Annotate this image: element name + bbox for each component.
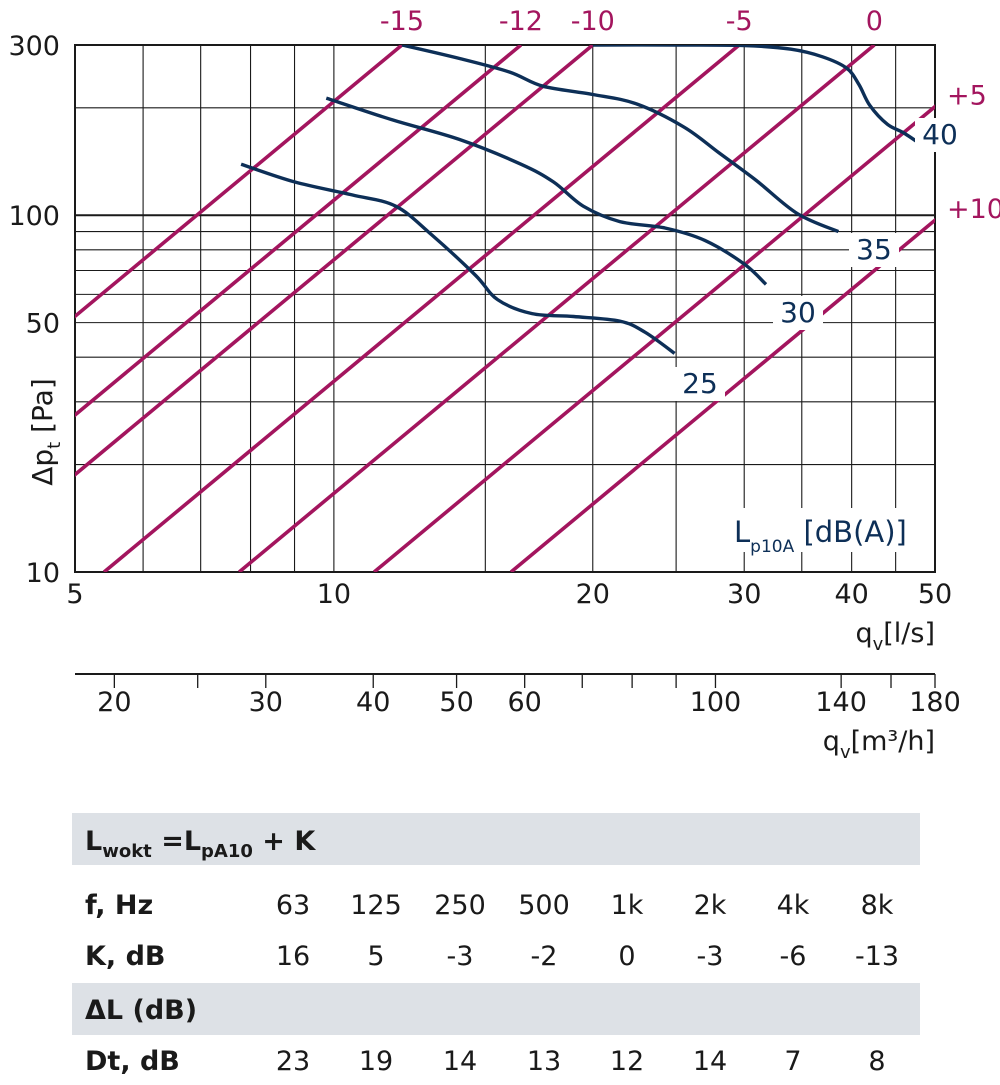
frequency-row-label: f, Hz xyxy=(85,890,154,921)
table-cell: -3 xyxy=(446,941,474,972)
y-tick-label: 300 xyxy=(8,31,60,62)
delta-l-header-band xyxy=(72,983,920,1035)
y-axis-title-unit: [Pa] xyxy=(26,378,59,442)
secondary-tick-label: 100 xyxy=(690,687,742,718)
table-cell: 4k xyxy=(776,890,810,921)
noise-title-sub: p10A xyxy=(750,537,794,557)
series-label: 25 xyxy=(682,367,718,400)
secondary-axis-title: qv[m³/h] xyxy=(823,726,935,763)
secondary-tick-label: 140 xyxy=(815,687,867,718)
noise-line xyxy=(237,45,876,572)
k-row-label: K, dB xyxy=(85,941,166,972)
table-cell: 250 xyxy=(434,890,486,921)
table-cell: 23 xyxy=(275,1046,311,1077)
x-axis-title-main: q xyxy=(855,618,872,649)
series-label-bg xyxy=(849,233,899,267)
noise-title-unit: [dB(A)] xyxy=(794,515,907,549)
secondary-tick-label: 50 xyxy=(439,687,473,718)
y-axis-title: Δpt [Pa] xyxy=(26,378,65,486)
table-cell: 125 xyxy=(350,890,402,921)
series-label: 30 xyxy=(780,296,816,329)
table-cell: 12 xyxy=(609,1046,645,1077)
table-cell: -6 xyxy=(779,941,807,972)
table-cell: 8 xyxy=(868,1046,886,1077)
noise-line xyxy=(75,45,404,319)
series-label: 35 xyxy=(856,233,892,266)
x-tick-label: 40 xyxy=(834,579,868,610)
series-label: 40 xyxy=(922,118,958,151)
table-cell: 19 xyxy=(358,1046,394,1077)
table-cell: 14 xyxy=(692,1046,728,1077)
y-tick-label: 50 xyxy=(26,309,60,340)
series-curve xyxy=(325,96,768,286)
noise-line-label: -12 xyxy=(499,6,543,37)
table-cell: 63 xyxy=(275,890,311,921)
x-axis-title-sub: v xyxy=(873,634,884,655)
table-cell: 7 xyxy=(784,1046,802,1077)
chart-svg: -15 -12 -10 -5 0 +5 +10 25 30 35 40 Lp10A [dB(A)] 10… xyxy=(8,6,1000,763)
secondary-tick-label: 60 xyxy=(507,687,541,718)
dt-row-label: Dt, dB xyxy=(85,1046,180,1077)
series-curve xyxy=(240,162,676,355)
y-tick-label: 10 xyxy=(26,558,60,589)
x-tick-label: 30 xyxy=(727,579,761,610)
table-cell: -3 xyxy=(696,941,724,972)
table-cell: 16 xyxy=(275,941,311,972)
series-label-bg xyxy=(915,118,965,152)
noise-line-label: 0 xyxy=(866,6,883,37)
secondary-axis-title-unit: [m³/h] xyxy=(851,726,935,757)
secondary-axis-title-main: q xyxy=(823,726,840,757)
secondary-tick-label: 30 xyxy=(249,687,283,718)
series-label-bg xyxy=(675,367,725,401)
secondary-axis-title-sub: v xyxy=(840,742,851,763)
y-tick-label: 100 xyxy=(8,201,60,232)
table-cell: 0 xyxy=(618,941,636,972)
noise-line-label: +10 xyxy=(947,194,1000,225)
y-axis-title-main: Δp xyxy=(26,449,59,486)
noise-line-label: -5 xyxy=(726,6,753,37)
noise-title-bg xyxy=(728,508,918,552)
x-tick-label: 20 xyxy=(576,579,610,610)
delta-l-header: ΔL (dB) xyxy=(85,995,198,1026)
secondary-tick-label: 40 xyxy=(356,687,390,718)
x-tick-label: 5 xyxy=(66,579,83,610)
series-group xyxy=(240,45,928,355)
x-axis-title-unit: [l/s] xyxy=(883,618,935,649)
table-cell: 8k xyxy=(860,890,894,921)
noise-line xyxy=(372,104,935,572)
series-label-bg xyxy=(773,296,823,330)
formula-header: Lwokt =LpA10 + K xyxy=(85,826,316,862)
noise-line xyxy=(75,45,523,418)
table-cell: 14 xyxy=(442,1046,478,1077)
secondary-tick-label: 180 xyxy=(909,687,961,718)
noise-line xyxy=(509,217,935,572)
formula-header-band xyxy=(72,813,920,865)
noise-line-label: -10 xyxy=(571,6,615,37)
x-tick-label: 10 xyxy=(317,579,351,610)
noise-line-label: -15 xyxy=(380,6,424,37)
table-cell: -2 xyxy=(530,941,558,972)
x-axis-title: qv[l/s] xyxy=(855,618,935,655)
noise-line-group xyxy=(75,45,935,572)
table-cell: 2k xyxy=(693,890,727,921)
noise-line xyxy=(102,45,741,572)
table-cell: 500 xyxy=(518,890,570,921)
table-cell: -13 xyxy=(854,941,900,972)
table-cell: 1k xyxy=(610,890,644,921)
table-cell: 5 xyxy=(367,941,385,972)
secondary-tick-label: 20 xyxy=(97,687,131,718)
plot-frame xyxy=(74,44,936,573)
table-cell: 13 xyxy=(526,1046,562,1077)
noise-title: Lp10A [dB(A)] xyxy=(734,515,907,557)
noise-line xyxy=(75,45,594,477)
y-axis-title-sub: t xyxy=(44,442,65,449)
series-curve xyxy=(401,45,840,234)
series-curve xyxy=(592,45,928,150)
noise-line-label: +5 xyxy=(947,81,987,112)
noise-title-main: L xyxy=(734,515,750,549)
x-tick-label: 50 xyxy=(918,579,952,610)
